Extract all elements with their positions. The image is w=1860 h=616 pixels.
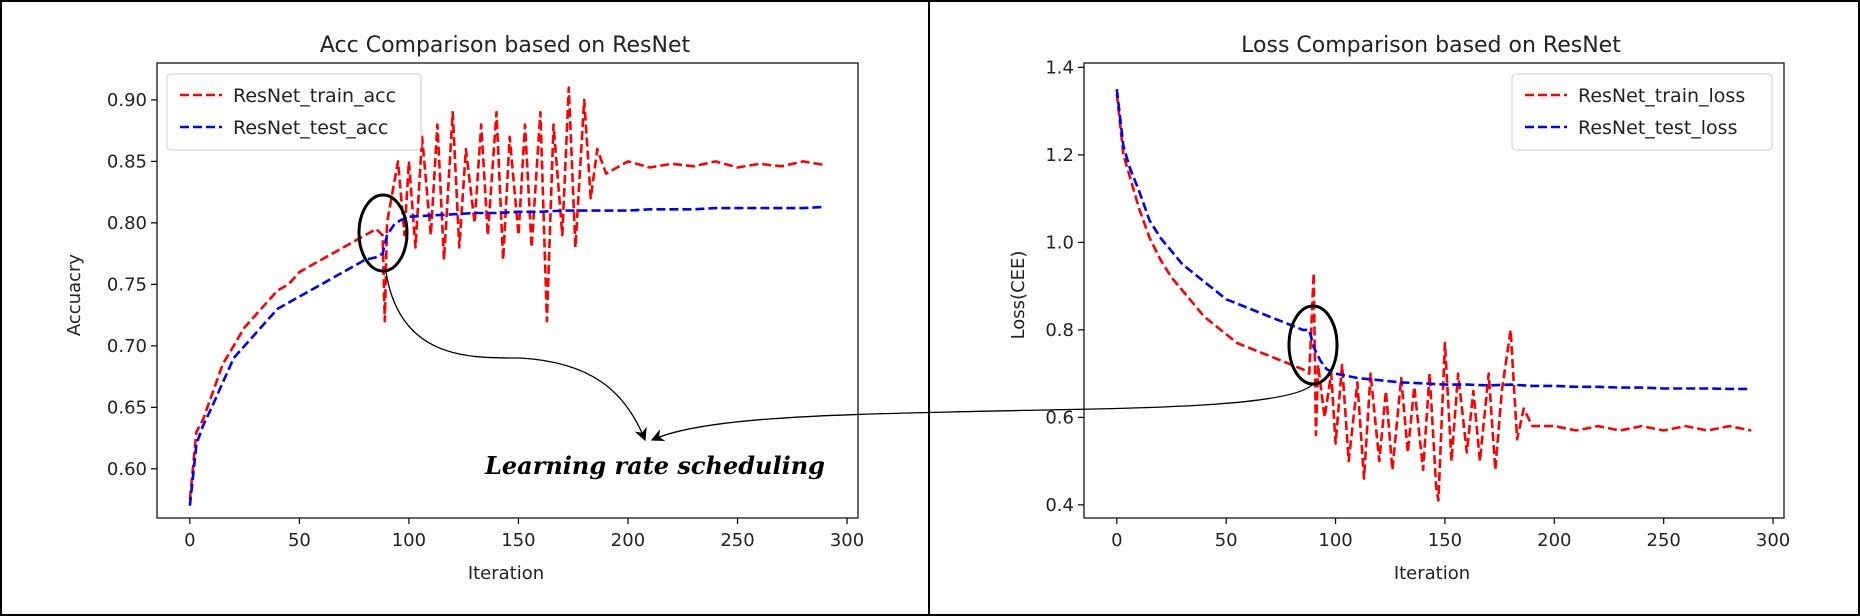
x-tick-label: 50 — [1215, 530, 1238, 551]
highlight-ellipse-acc — [357, 193, 409, 273]
legend: ResNet_train_loss ResNet_test_loss — [1511, 73, 1773, 151]
legend-label-train: ResNet_train_loss — [1578, 85, 1745, 107]
x-tick-label: 0 — [184, 530, 195, 551]
x-tick-label: 50 — [288, 530, 311, 551]
x-tick-label: 250 — [720, 530, 754, 551]
loss-chart: Loss Comparison based on ResNet 0 50 100 15… — [1008, 33, 1790, 584]
x-tick-label: 150 — [1428, 530, 1462, 551]
y-tick-label: 0.60 — [107, 459, 147, 480]
arrow-from-acc — [385, 271, 647, 442]
x-tick-label: 200 — [611, 530, 645, 551]
y-axis-label: Loss(CEE) — [1008, 251, 1029, 340]
x-tick-label: 200 — [1537, 530, 1571, 551]
legend-label-train: ResNet_train_acc — [233, 85, 396, 107]
x-tick-label: 100 — [392, 530, 426, 551]
legend: ResNet_train_acc ResNet_test_acc — [166, 73, 422, 151]
x-axis-label: Iteration — [1394, 563, 1470, 584]
axes-frame — [1083, 62, 1785, 519]
y-tick-label: 0.75 — [107, 274, 147, 295]
x-tick-label: 150 — [501, 530, 535, 551]
legend-box — [166, 73, 422, 151]
y-tick-label: 0.6 — [1045, 407, 1074, 428]
y-tick-label: 0.65 — [107, 397, 147, 418]
arrow-from-loss — [650, 383, 1314, 442]
x-tick-label: 100 — [1318, 530, 1352, 551]
lr-annotation: Learning rate scheduling — [357, 193, 1339, 480]
chart-title: Acc Comparison based on ResNet — [320, 33, 691, 58]
legend-box — [1511, 73, 1773, 151]
series-line-train — [1115, 93, 1752, 502]
y-tick-label: 0.80 — [107, 213, 147, 234]
series-line-test — [188, 205, 826, 506]
series-line-test — [1115, 89, 1752, 391]
x-tick-label: 0 — [1111, 530, 1122, 551]
x-tick-label: 300 — [1756, 530, 1790, 551]
y-tick-label: 0.90 — [107, 90, 147, 111]
y-tick-label: 1.0 — [1045, 232, 1074, 253]
accuracy-chart: Acc Comparison based on ResNet 0 50 100 150… — [64, 33, 864, 584]
y-tick-label: 0.8 — [1045, 320, 1074, 341]
annotation-text: Learning rate scheduling — [484, 451, 825, 480]
x-tick-label: 250 — [1647, 530, 1681, 551]
chart-title: Loss Comparison based on ResNet — [1241, 33, 1621, 58]
y-tick-label: 1.2 — [1045, 145, 1074, 166]
y-tick-label: 1.4 — [1045, 57, 1074, 78]
legend-label-test: ResNet_test_acc — [233, 117, 388, 139]
series-line-train — [188, 86, 826, 500]
y-tick-label: 0.70 — [107, 336, 147, 357]
x-tick-label: 300 — [830, 530, 864, 551]
axes-frame — [156, 62, 859, 519]
y-tick-label: 0.85 — [107, 151, 147, 172]
y-axis-label: Accuacry — [64, 254, 85, 337]
y-tick-label: 0.4 — [1045, 495, 1074, 516]
legend-label-test: ResNet_test_loss — [1578, 117, 1737, 139]
x-axis-label: Iteration — [468, 563, 544, 584]
